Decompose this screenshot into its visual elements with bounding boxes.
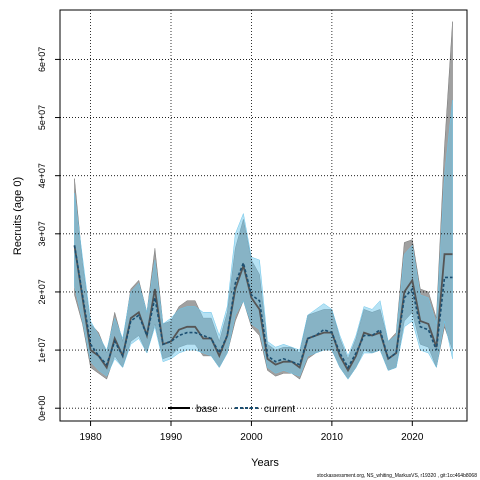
- x-tick-label-2020: 2020: [401, 432, 424, 443]
- x-tick-label-1990: 1990: [160, 432, 183, 443]
- x-tick-label-2010: 2010: [321, 432, 344, 443]
- line-current: [73, 245, 453, 370]
- legend: base current: [168, 404, 295, 415]
- y-tick-label-2: 2e+07: [37, 279, 47, 304]
- y-tick-label-4: 4e+07: [37, 163, 47, 188]
- x-axis-label: Years: [251, 457, 279, 469]
- plot-frame: [59, 9, 468, 422]
- x-tick-label-1980: 1980: [79, 432, 102, 443]
- y-tick-label-0: 0e+00: [37, 396, 47, 421]
- x-tick-label-2000: 2000: [240, 432, 263, 443]
- legend-base-label: base: [196, 404, 218, 415]
- y-tick-label-5: 5e+07: [37, 105, 47, 130]
- x-axis: 1980 1990 2000 2010 2020: [79, 421, 424, 443]
- y-tick-label-3: 3e+07: [37, 221, 47, 246]
- y-axis-label: Recruits (age 0): [12, 177, 24, 255]
- y-tick-label-1: 1e+07: [37, 337, 47, 362]
- y-axis: 0e+00 1e+07 2e+07 3e+07 4e+07 5e+07 6e+07: [37, 47, 60, 421]
- series-lines: [73, 245, 453, 373]
- legend-current-label: current: [264, 404, 295, 415]
- footer-credit: stockassessment.org, NS_whiting_MarkusVS…: [317, 473, 477, 479]
- grid-lines: [60, 10, 467, 421]
- y-tick-label-6: 6e+07: [37, 47, 47, 72]
